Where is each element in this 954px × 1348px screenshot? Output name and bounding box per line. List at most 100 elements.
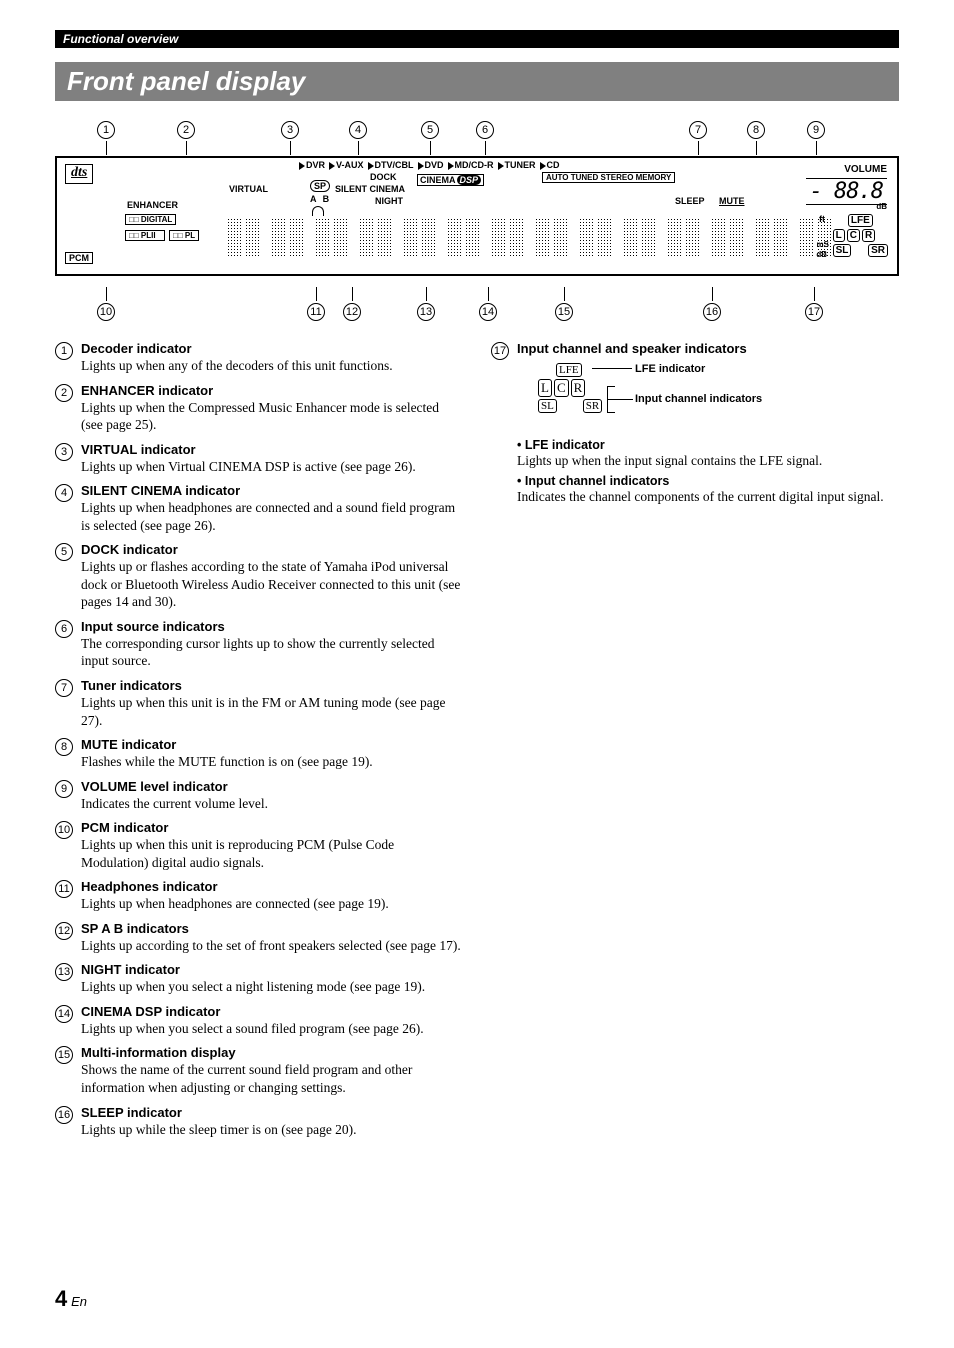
item-title: SLEEP indicator <box>81 1105 463 1120</box>
item-number: 15 <box>55 1046 73 1064</box>
callout-13: 13 <box>417 287 435 321</box>
item-desc: Lights up or flashes according to the st… <box>81 558 463 611</box>
item-desc: Lights up when Virtual CINEMA DSP is act… <box>81 458 463 476</box>
right-column: 17 Input channel and speaker indicators … <box>491 341 899 1146</box>
pcm-indicator: PCM <box>65 252 93 264</box>
item-title: Headphones indicator <box>81 879 463 894</box>
callout-7: 7 <box>689 121 707 155</box>
item-7: 7Tuner indicatorsLights up when this uni… <box>55 678 463 735</box>
item-desc: Lights up when headphones are connected … <box>81 499 463 534</box>
input-source-dtv/cbl: DTV/CBL <box>368 160 414 170</box>
dd-pl: □□ PL <box>169 230 199 241</box>
item-5: 5DOCK indicatorLights up or flashes acco… <box>55 542 463 617</box>
callout-2: 2 <box>177 121 195 155</box>
item-desc: Flashes while the MUTE function is on (s… <box>81 753 463 771</box>
sleep-label: SLEEP <box>675 196 705 206</box>
item-desc: Lights up when this unit is reproducing … <box>81 836 463 871</box>
enhancer-label: ENHANCER <box>127 200 178 210</box>
item-title: SILENT CINEMA indicator <box>81 483 463 498</box>
item-title: Multi-information display <box>81 1045 463 1060</box>
dts-indicator: dts <box>65 164 93 184</box>
volume-db: dB <box>876 202 887 211</box>
item-number: 9 <box>55 780 73 798</box>
ms-label: mS <box>817 240 829 249</box>
item-17: 17 Input channel and speaker indicators … <box>491 341 899 505</box>
lfe-sub-desc: Lights up when the input signal contains… <box>517 452 899 470</box>
callout-14: 14 <box>479 287 497 321</box>
item-6: 6Input source indicatorsThe correspondin… <box>55 619 463 676</box>
callout-4: 4 <box>349 121 367 155</box>
dock-label: DOCK <box>370 172 397 182</box>
speaker-sub-diagram: LFE LCR SLXXSR LFE indicator Input <box>537 362 899 432</box>
callout-8: 8 <box>747 121 765 155</box>
item-title: Input source indicators <box>81 619 463 634</box>
item-10: 10PCM indicatorLights up when this unit … <box>55 820 463 877</box>
item-title: PCM indicator <box>81 820 463 835</box>
sp-label: SP <box>310 180 330 192</box>
ich-sub-desc: Indicates the channel components of the … <box>517 488 899 506</box>
ft-label: ft <box>819 214 825 224</box>
callout-16: 16 <box>703 287 721 321</box>
callout-10: 10 <box>97 287 115 321</box>
callout-17: 17 <box>805 287 823 321</box>
page-footer: 4 En <box>55 1286 899 1312</box>
volume-value: - 88.8 <box>806 178 887 205</box>
item-14: 14CINEMA DSP indicatorLights up when you… <box>55 1004 463 1044</box>
dd-digital: □□ DIGITAL <box>125 214 176 225</box>
item-16: 16 SLEEP indicatorLights up while the sle… <box>55 1105 463 1145</box>
item-desc: Shows the name of the current sound fiel… <box>81 1061 463 1096</box>
item-number: 7 <box>55 679 73 697</box>
callout-6: 6 <box>476 121 494 155</box>
item-number: 11 <box>55 880 73 898</box>
item-title: CINEMA DSP indicator <box>81 1004 463 1019</box>
left-column: 1Decoder indicatorLights up when any of … <box>55 341 463 1146</box>
input-source-v-aux: V-AUX <box>329 160 364 170</box>
item-desc: Lights up when the Compressed Music Enha… <box>81 399 463 434</box>
night-label: NIGHT <box>375 196 403 206</box>
item-1: 1Decoder indicatorLights up when any of … <box>55 341 463 381</box>
display-panel: dts ENHANCER □□ DIGITAL □□ PLII □□ PL PC… <box>55 156 899 276</box>
item-desc: Lights up when any of the decoders of th… <box>81 357 463 375</box>
item-title: ENHANCER indicator <box>81 383 463 398</box>
item-11: 11Headphones indicatorLights up when hea… <box>55 879 463 919</box>
item-2: 2 ENHANCER indicatorLights up when the Co… <box>55 383 463 440</box>
item-15: 15 Multi-information displayShows the nam… <box>55 1045 463 1102</box>
auto-tuned-label: AUTO TUNED STEREO MEMORY <box>542 172 675 183</box>
item-number: 13 <box>55 963 73 981</box>
page-lang: En <box>71 1294 87 1309</box>
item-4: 4SILENT CINEMA indicatorLights up when h… <box>55 483 463 540</box>
input-source-md/cd-r: MD/CD-R <box>448 160 494 170</box>
item-title: VOLUME level indicator <box>81 779 463 794</box>
item-number: 17 <box>491 342 509 360</box>
item-number: 2 <box>55 384 73 402</box>
callout-11: 11 <box>307 287 325 321</box>
callout-5: 5 <box>421 121 439 155</box>
item-number: 3 <box>55 443 73 461</box>
db-label: dB <box>816 250 827 259</box>
item-3: 3 VIRTUAL indicatorLights up when Virtual… <box>55 442 463 482</box>
item-title: Input channel and speaker indicators <box>517 341 899 356</box>
item-number: 16 <box>55 1106 73 1124</box>
item-number: 1 <box>55 342 73 360</box>
description-columns: 1Decoder indicatorLights up when any of … <box>55 341 899 1146</box>
page-number: 4 <box>55 1286 67 1311</box>
virtual-label: VIRTUAL <box>229 184 268 194</box>
item-desc: Lights up while the sleep timer is on (s… <box>81 1121 463 1139</box>
item-desc: Lights up when this unit is in the FM or… <box>81 694 463 729</box>
ab-label: A B <box>310 194 331 204</box>
headphones-icon <box>312 206 324 216</box>
volume-label: VOLUME <box>844 164 887 175</box>
item-number: 12 <box>55 922 73 940</box>
front-panel-diagram: 123456789 dts ENHANCER □□ DIGITAL □□ PLI… <box>55 121 899 321</box>
item-title: NIGHT indicator <box>81 962 463 977</box>
lfe-indicator-label: LFE indicator <box>635 363 705 375</box>
item-number: 14 <box>55 1005 73 1023</box>
item-12: 12SP A B indicatorsLights up according t… <box>55 921 463 961</box>
callout-9: 9 <box>807 121 825 155</box>
input-source-cd: CD <box>540 160 560 170</box>
item-title: VIRTUAL indicator <box>81 442 463 457</box>
item-number: 5 <box>55 543 73 561</box>
input-source-tuner: TUNER <box>498 160 536 170</box>
item-13: 13NIGHT indicatorLights up when you sele… <box>55 962 463 1002</box>
section-title: Front panel display <box>55 62 899 101</box>
